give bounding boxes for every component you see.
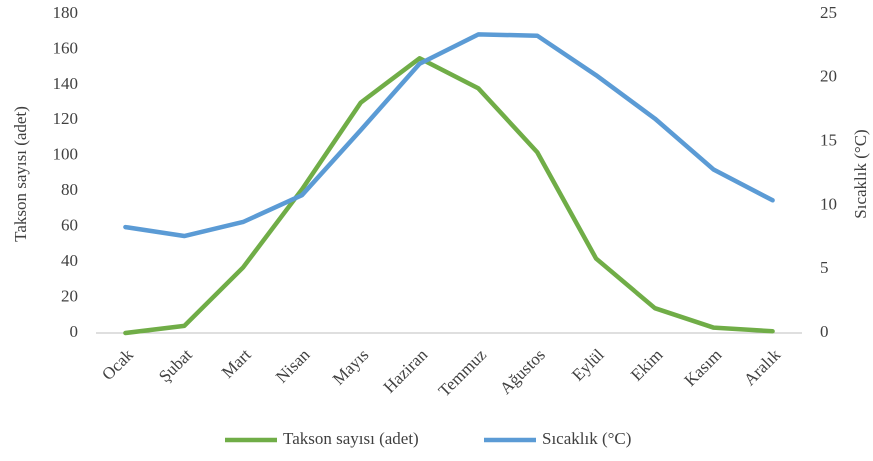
y-tick-label: 100 — [53, 145, 79, 164]
x-tick-label: Şubat — [155, 345, 196, 386]
y-tick-label: 160 — [53, 38, 79, 57]
y2-tick-label: 0 — [820, 322, 829, 341]
y-tick-label: 180 — [53, 3, 79, 22]
y-tick-label: 140 — [53, 74, 79, 93]
x-tick-label: Ağustos — [496, 345, 549, 398]
y-axis-title: Takson sayısı (adet) — [11, 106, 30, 242]
y-tick-label: 40 — [61, 251, 78, 270]
y2-tick-label: 5 — [820, 258, 829, 277]
x-tick-label: Nisan — [272, 345, 314, 387]
x-tick-label: Mart — [218, 345, 255, 382]
y-tick-label: 20 — [61, 286, 78, 305]
x-tick-label: Aralık — [740, 345, 784, 389]
y2-tick-label: 10 — [820, 194, 837, 213]
x-tick-label: Haziran — [380, 345, 432, 397]
line-series — [123, 56, 775, 336]
y-tick-label: 120 — [53, 109, 79, 128]
y-tick-label: 60 — [61, 216, 78, 235]
y-tick-label: 0 — [70, 322, 79, 341]
legend-label: Sıcaklık (°C) — [542, 429, 631, 448]
x-tick-label: Ekim — [627, 345, 666, 384]
y2-tick-label: 20 — [820, 67, 837, 86]
y2-axis-title: Sıcaklık (°C) — [851, 129, 870, 218]
line-series — [123, 32, 775, 239]
x-tick-label: Temmuz — [435, 345, 491, 401]
y2-tick-label: 25 — [820, 3, 837, 22]
x-tick-label: Mayıs — [329, 345, 372, 388]
legend-label: Takson sayısı (adet) — [283, 429, 419, 448]
y-tick-label: 80 — [61, 180, 78, 199]
x-tick-label: Kasım — [681, 345, 726, 390]
y2-tick-label: 15 — [820, 131, 837, 150]
x-tick-label: Eylül — [568, 345, 608, 385]
x-tick-label: Ocak — [98, 345, 137, 384]
